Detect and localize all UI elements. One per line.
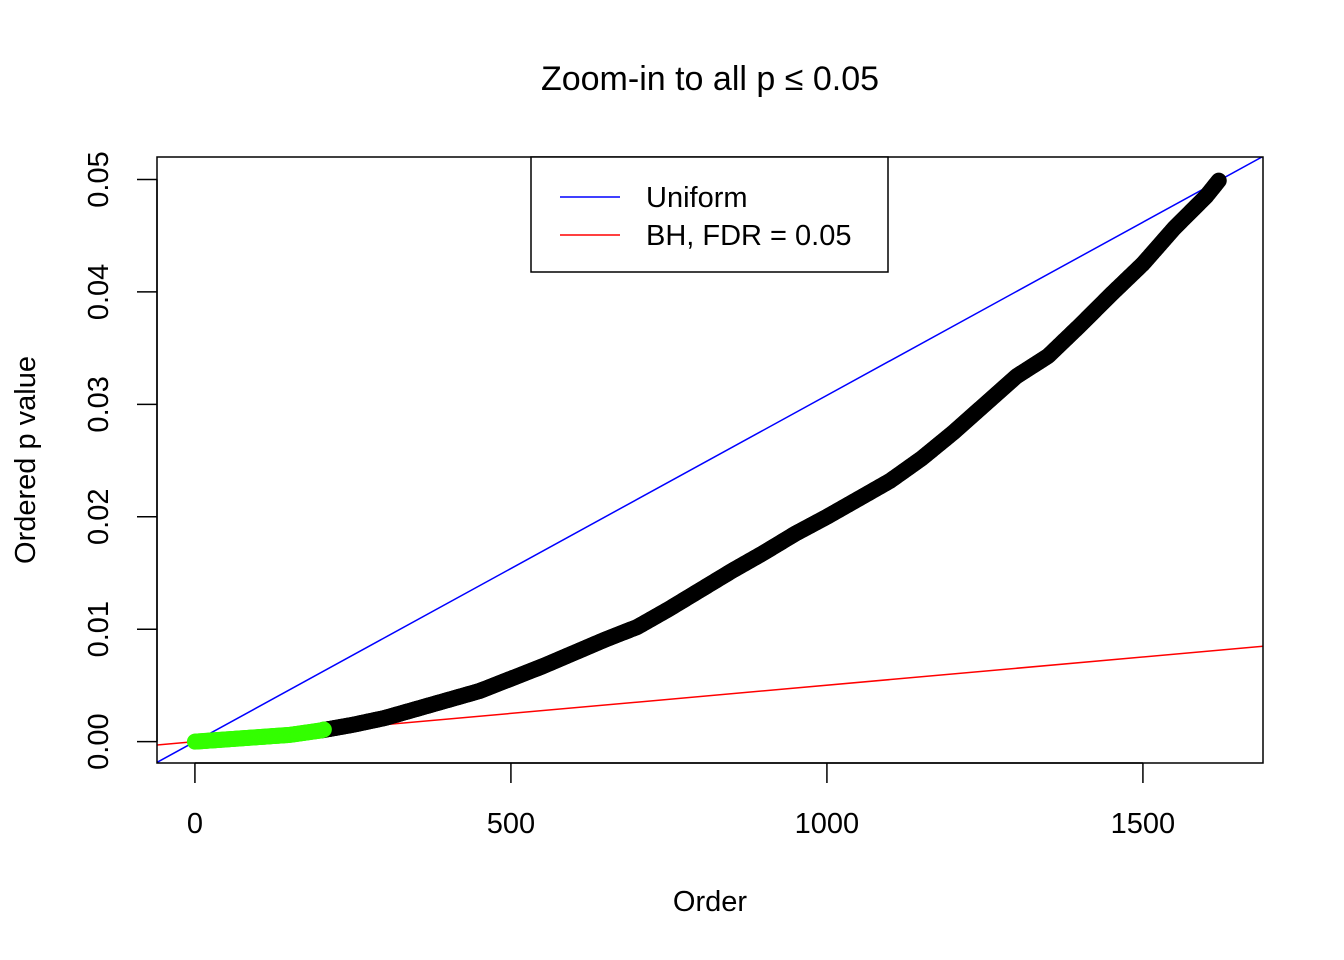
y-tick-label: 0.00 — [83, 713, 115, 769]
x-tick-label: 1500 — [1111, 808, 1176, 840]
point-series — [313, 172, 1227, 739]
x-axis: 0 500 1000 1500 — [187, 762, 1176, 840]
y-tick-label: 0.02 — [83, 489, 115, 545]
point-series — [186, 721, 332, 750]
x-tick-label: 1000 — [795, 808, 860, 840]
y-tick-label: 0.03 — [83, 376, 115, 432]
legend-box — [530, 156, 889, 273]
legend-uniform-label: Uniform — [646, 182, 748, 214]
y-tick-label: 0.04 — [83, 264, 115, 320]
chart-title: Zoom-in to all p ≤ 0.05 — [541, 60, 879, 98]
x-axis-label: Order — [673, 886, 747, 918]
legend: Uniform BH, FDR = 0.05 — [530, 156, 889, 273]
legend-bh-label: BH, FDR = 0.05 — [646, 220, 852, 252]
y-axis: 0.00 0.01 0.02 0.03 0.04 0.05 — [83, 151, 158, 770]
y-tick-label: 0.05 — [83, 151, 115, 207]
y-axis-label: Ordered p value — [10, 356, 42, 564]
x-tick-label: 0 — [187, 808, 203, 840]
data-points — [186, 172, 1227, 750]
data-point — [315, 721, 332, 738]
x-tick-label: 500 — [487, 808, 535, 840]
y-tick-label: 0.01 — [83, 601, 115, 657]
data-point — [1210, 172, 1227, 189]
reference-line — [157, 157, 1263, 763]
